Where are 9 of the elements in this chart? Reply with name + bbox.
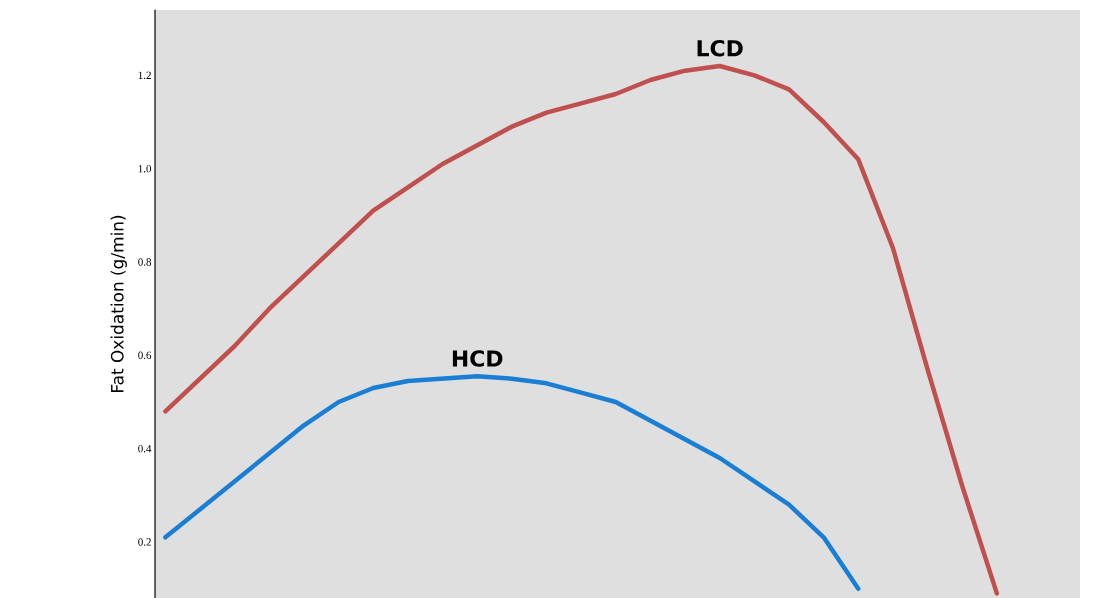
y-tick-label: 0.4: [138, 444, 152, 453]
series-label: HCD: [452, 350, 503, 367]
y-tick-label: 1.2: [138, 71, 151, 80]
y-tick-label: 0.8: [138, 258, 152, 266]
y-tick-label: 1.0: [138, 164, 152, 173]
y-tick-label: 0.2: [138, 538, 151, 546]
y-axis-title: Fat Oxidation (g/min): [110, 215, 127, 392]
y-tick-label: 0.6: [138, 351, 152, 360]
series-label: LCD: [697, 39, 743, 57]
